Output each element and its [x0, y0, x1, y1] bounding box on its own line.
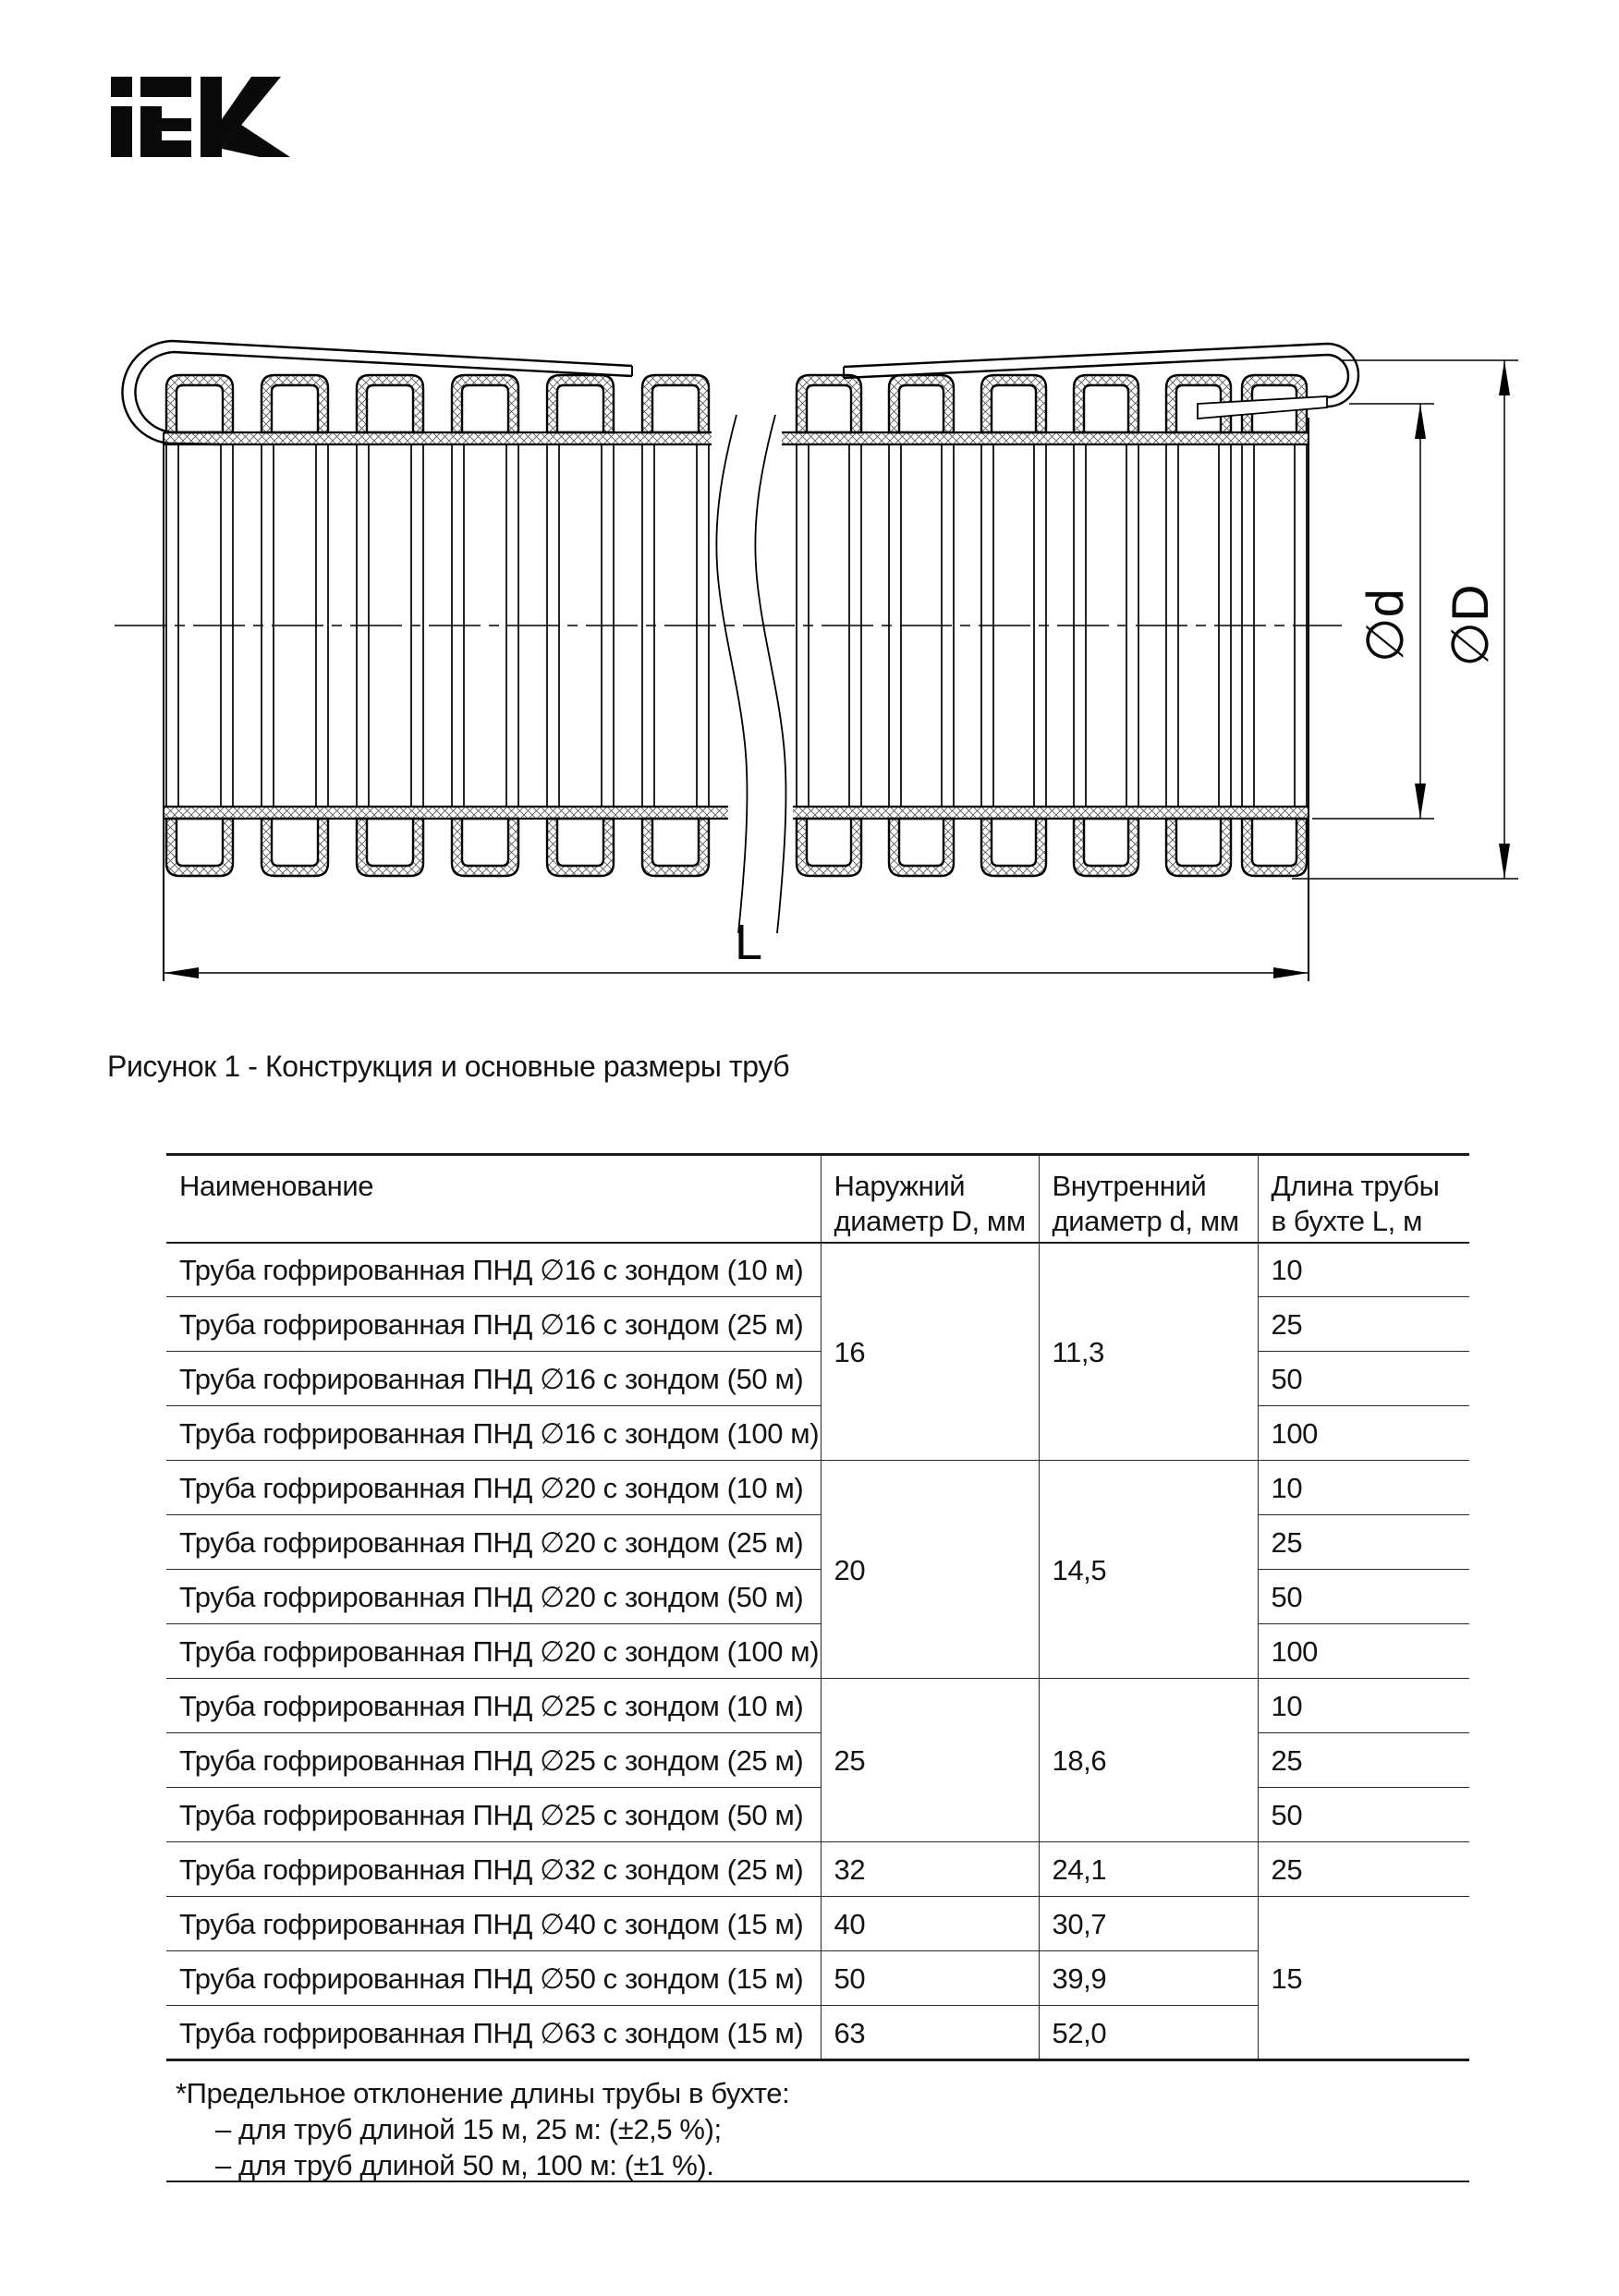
table-row: Труба гофрированная ПНД ∅25 с зондом (25…	[166, 1732, 1469, 1788]
table-row: Труба гофрированная ПНД ∅20 с зондом (10…	[166, 1623, 1469, 1679]
col-header-name: Наименование	[166, 1154, 821, 1244]
probe-right-hairpin	[843, 342, 1360, 419]
dimension-label-inner-diameter: ∅d	[1356, 589, 1414, 662]
spec-table: Наименование Наружний диаметр D, мм Внутр…	[166, 1153, 1469, 2061]
table-row: Труба гофрированная ПНД ∅20 с зондом (25…	[166, 1514, 1469, 1570]
pipe-construction-diagram: ∅d ∅D L	[115, 339, 1518, 981]
iek-logo-icon	[111, 77, 290, 157]
footnote-line: – для труб длиной 15 м, 25 м: (±2,5 %);	[215, 2113, 722, 2145]
table-footnote: *Предельное отклонение длины трубы в бух…	[176, 2075, 790, 2183]
figure-caption: Рисунок 1 - Конструкция и основные разме…	[107, 1050, 790, 1083]
col-header-outer-diameter: Наружний диаметр D, мм	[820, 1154, 1039, 1244]
col-header-coil-length: Длина трубы в бухте L, м	[1257, 1154, 1469, 1244]
corrugation-bottom	[164, 817, 1309, 878]
corrugation-top	[164, 373, 1309, 434]
bottom-rule	[166, 2181, 1469, 2182]
pipe-break-lines	[715, 414, 787, 934]
table-row: Труба гофрированная ПНД ∅16 с зондом (10…	[166, 1405, 1469, 1461]
pipe-inner-wall	[164, 431, 1309, 820]
pipe-end-edges	[163, 418, 1309, 981]
dimension-lines	[164, 359, 1518, 974]
table-header-row: Наименование Наружний диаметр D, мм Внутр…	[166, 1154, 1469, 1244]
footnote-line: *Предельное отклонение длины трубы в бух…	[176, 2077, 790, 2109]
footnote-line: – для труб длиной 50 м, 100 м: (±1 %).	[215, 2149, 714, 2181]
table-row: Труба гофрированная ПНД ∅20 с зондом (10…	[166, 1460, 1469, 1679]
table-row: Труба гофрированная ПНД ∅16 с зондом (10…	[166, 1242, 1469, 1461]
probe-left-hairpin	[121, 339, 633, 446]
table-row: Труба гофрированная ПНД ∅20 с зондом (50…	[166, 1569, 1469, 1624]
table-row: Труба гофрированная ПНД ∅63 с зондом (15…	[166, 2005, 1469, 2060]
table-row: Труба гофрированная ПНД ∅32 с зондом (25…	[166, 1841, 1469, 1897]
table-row: Труба гофрированная ПНД ∅16 с зондом (50…	[166, 1351, 1469, 1406]
dimension-label-outer-diameter: ∅D	[1441, 584, 1499, 666]
dimension-arrows	[164, 360, 1510, 978]
table-row: Труба гофрированная ПНД ∅16 с зондом (25…	[166, 1296, 1469, 1352]
col-header-inner-diameter: Внутренний диаметр d, мм	[1038, 1154, 1258, 1244]
table-row: Труба гофрированная ПНД ∅50 с зондом (15…	[166, 1950, 1469, 2006]
table-row: Труба гофрированная ПНД ∅25 с зондом (50…	[166, 1787, 1469, 1842]
dimension-label-length: L	[735, 915, 762, 970]
table-row: Труба гофрированная ПНД ∅40 с зондом (15…	[166, 1896, 1469, 2060]
table-row: Труба гофрированная ПНД ∅25 с зондом (10…	[166, 1678, 1469, 1842]
